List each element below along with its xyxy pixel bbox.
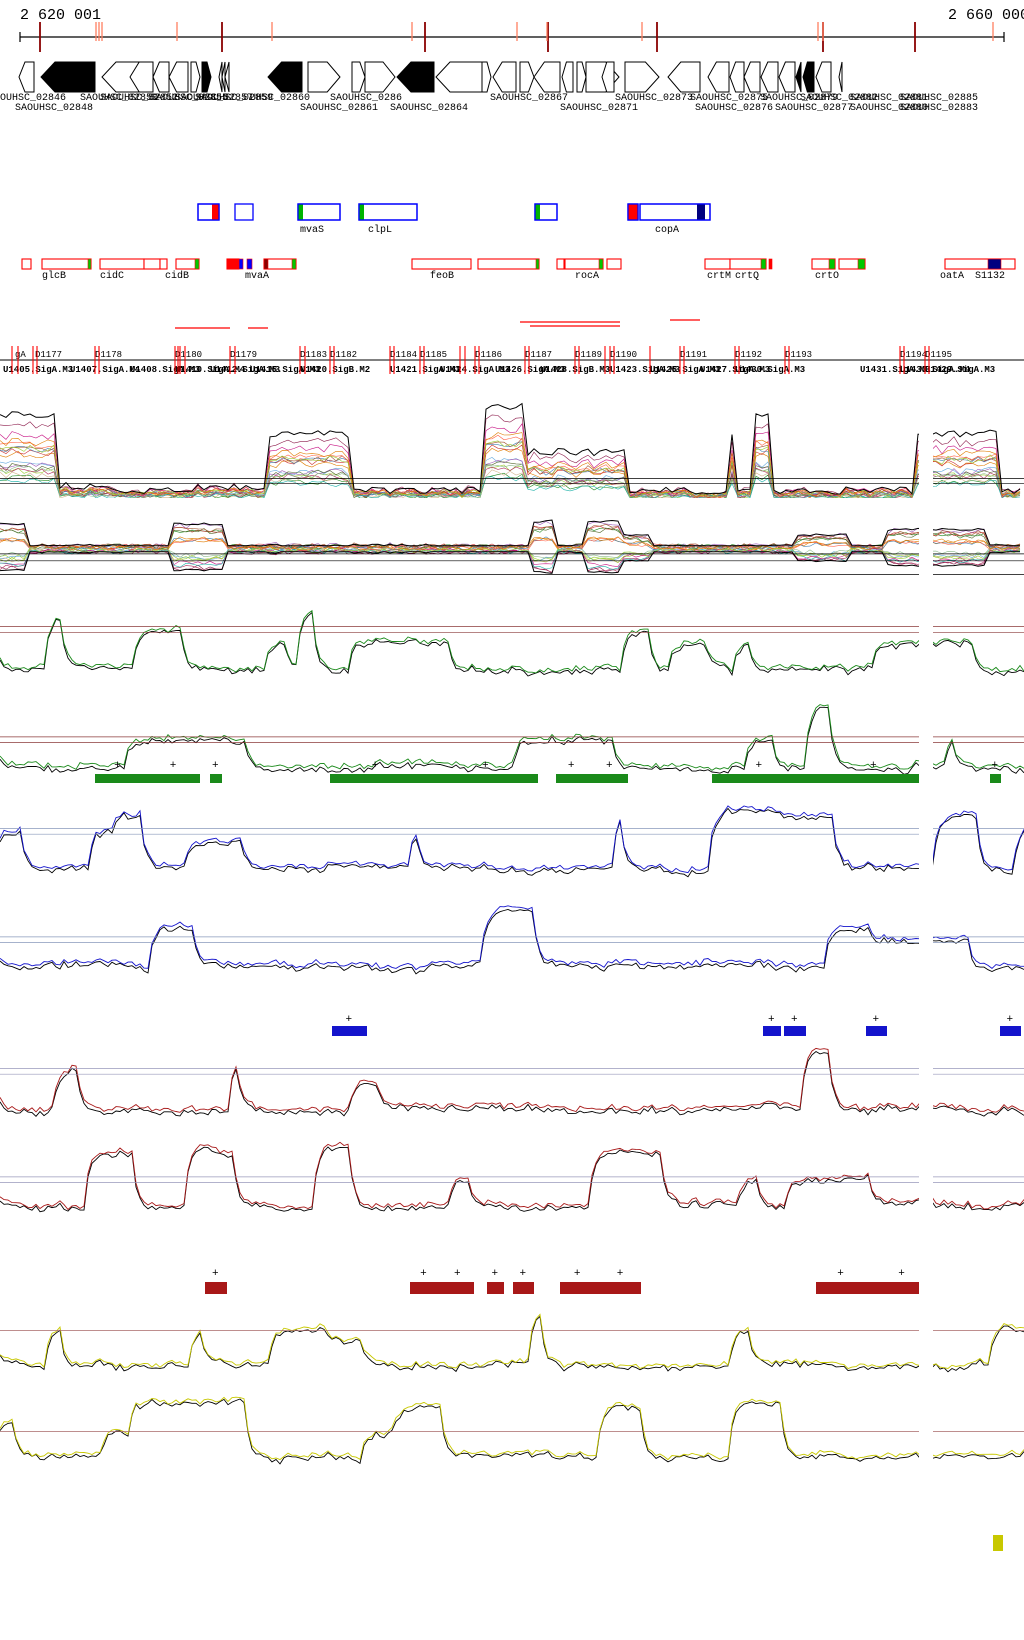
svg-text:+: + <box>454 1268 461 1280</box>
svg-text:SAOUHSC_02877: SAOUHSC_02877 <box>775 103 853 114</box>
svg-text:crtQ: crtQ <box>735 271 759 282</box>
svg-text:+: + <box>568 760 575 772</box>
svg-text:gA: gA <box>15 350 26 360</box>
svg-text:U1429.SigA.M3: U1429.SigA.M3 <box>925 365 995 375</box>
svg-text:SAOUHSC_02867: SAOUHSC_02867 <box>490 93 568 104</box>
svg-text:cidC: cidC <box>100 270 124 282</box>
svg-text:SAOUHSC_02871: SAOUHSC_02871 <box>560 103 638 114</box>
svg-text:S1132: S1132 <box>975 271 1005 282</box>
svg-text:2 620 001: 2 620 001 <box>20 7 101 24</box>
svg-text:+: + <box>212 760 219 772</box>
svg-text:+: + <box>212 1268 219 1280</box>
svg-text:+: + <box>791 1014 798 1026</box>
svg-text:D1180: D1180 <box>175 350 202 360</box>
svg-text:D1177: D1177 <box>35 350 62 360</box>
svg-text:U1420.SigB.M2: U1420.SigB.M2 <box>300 365 370 375</box>
svg-text:SAOUHSC_02861: SAOUHSC_02861 <box>300 103 378 114</box>
svg-text:U1405.SigA.M3: U1405.SigA.M3 <box>3 365 73 375</box>
svg-text:SAOUHSC_02885: SAOUHSC_02885 <box>900 93 978 104</box>
svg-text:SAOUHSC_02864: SAOUHSC_02864 <box>390 103 468 114</box>
svg-text:+: + <box>756 760 763 772</box>
svg-text:mvaS: mvaS <box>300 225 324 236</box>
svg-text:oatA: oatA <box>940 271 964 282</box>
svg-text:SAOUHSC_02848: SAOUHSC_02848 <box>15 103 93 114</box>
svg-text:D1179: D1179 <box>230 350 257 360</box>
svg-text:glcB: glcB <box>42 270 66 282</box>
svg-text:+: + <box>617 1268 624 1280</box>
svg-text:rocA: rocA <box>575 271 599 282</box>
svg-text:copA: copA <box>655 225 679 236</box>
svg-text:crtM: crtM <box>707 271 731 282</box>
svg-text:+: + <box>372 760 379 772</box>
svg-text:+: + <box>992 760 999 772</box>
svg-text:crtO: crtO <box>815 271 839 282</box>
svg-text:+: + <box>1007 1014 1014 1026</box>
svg-text:mvaA: mvaA <box>245 271 269 282</box>
svg-text:+: + <box>170 760 177 772</box>
svg-text:SAOUHSC_02873: SAOUHSC_02873 <box>615 93 693 104</box>
svg-text:2 660 000: 2 660 000 <box>948 7 1024 24</box>
svg-text:D1183: D1183 <box>300 350 327 360</box>
svg-text:+: + <box>837 1268 844 1280</box>
svg-text:+: + <box>870 760 877 772</box>
svg-text:+: + <box>492 1268 499 1280</box>
svg-text:+: + <box>520 1268 527 1280</box>
svg-text:+: + <box>768 1014 775 1026</box>
svg-text:+: + <box>482 760 489 772</box>
svg-text:+: + <box>346 1014 353 1026</box>
svg-text:SAOUHSC_02883: SAOUHSC_02883 <box>900 103 978 114</box>
svg-text:SAOUHSC_02876: SAOUHSC_02876 <box>695 103 773 114</box>
svg-text:+: + <box>898 1268 905 1280</box>
svg-text:U1430.SigA.M3: U1430.SigA.M3 <box>735 365 805 375</box>
svg-text:feoB: feoB <box>430 270 454 282</box>
svg-text:+: + <box>873 1014 880 1026</box>
svg-text:+: + <box>420 1268 427 1280</box>
svg-text:+: + <box>574 1268 581 1280</box>
svg-text:+: + <box>114 760 121 772</box>
svg-text:cidB: cidB <box>165 270 189 282</box>
svg-text:+: + <box>606 760 613 772</box>
svg-text:clpL: clpL <box>368 224 392 236</box>
